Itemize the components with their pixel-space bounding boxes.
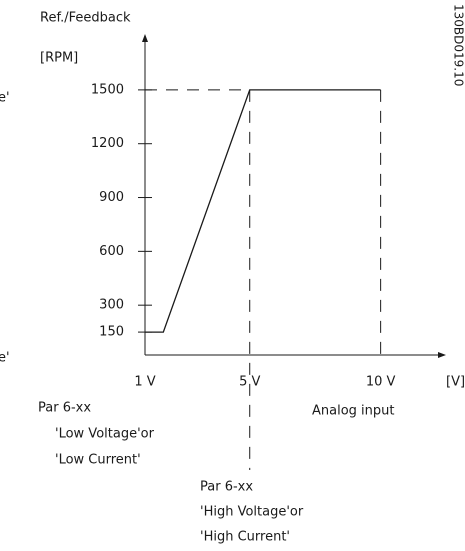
annotation: e' xyxy=(0,91,10,106)
x-tick-label: 10 V xyxy=(366,375,396,390)
annotation: 'Low Current' xyxy=(55,453,141,468)
y-tick-label: 300 xyxy=(99,298,124,313)
annotation: Par 6-xx xyxy=(38,401,91,416)
x-tick-label: 1 V xyxy=(134,375,155,390)
x-axis-label: Analog input xyxy=(312,404,395,419)
annotation: 'Low Voltage'or xyxy=(55,427,155,442)
y-tick-label: 1200 xyxy=(91,136,124,151)
data-line xyxy=(145,90,381,332)
y-tick-label: 900 xyxy=(99,190,124,205)
y-tick-label: 600 xyxy=(99,244,124,259)
figure-code: 130BD019.10 xyxy=(452,4,465,86)
y-axis-unit: [RPM] xyxy=(40,51,78,66)
x-axis-unit: [V] xyxy=(446,375,465,390)
annotation: 'High Voltage'or xyxy=(200,505,304,520)
annotation: Par 6-xx xyxy=(200,480,253,495)
annotation: e' xyxy=(0,351,10,366)
annotation: 'High Current' xyxy=(200,530,290,545)
y-tick-label: 1500 xyxy=(91,82,124,97)
y-axis-label: Ref./Feedback xyxy=(40,11,131,26)
y-tick-label: 150 xyxy=(99,325,124,340)
